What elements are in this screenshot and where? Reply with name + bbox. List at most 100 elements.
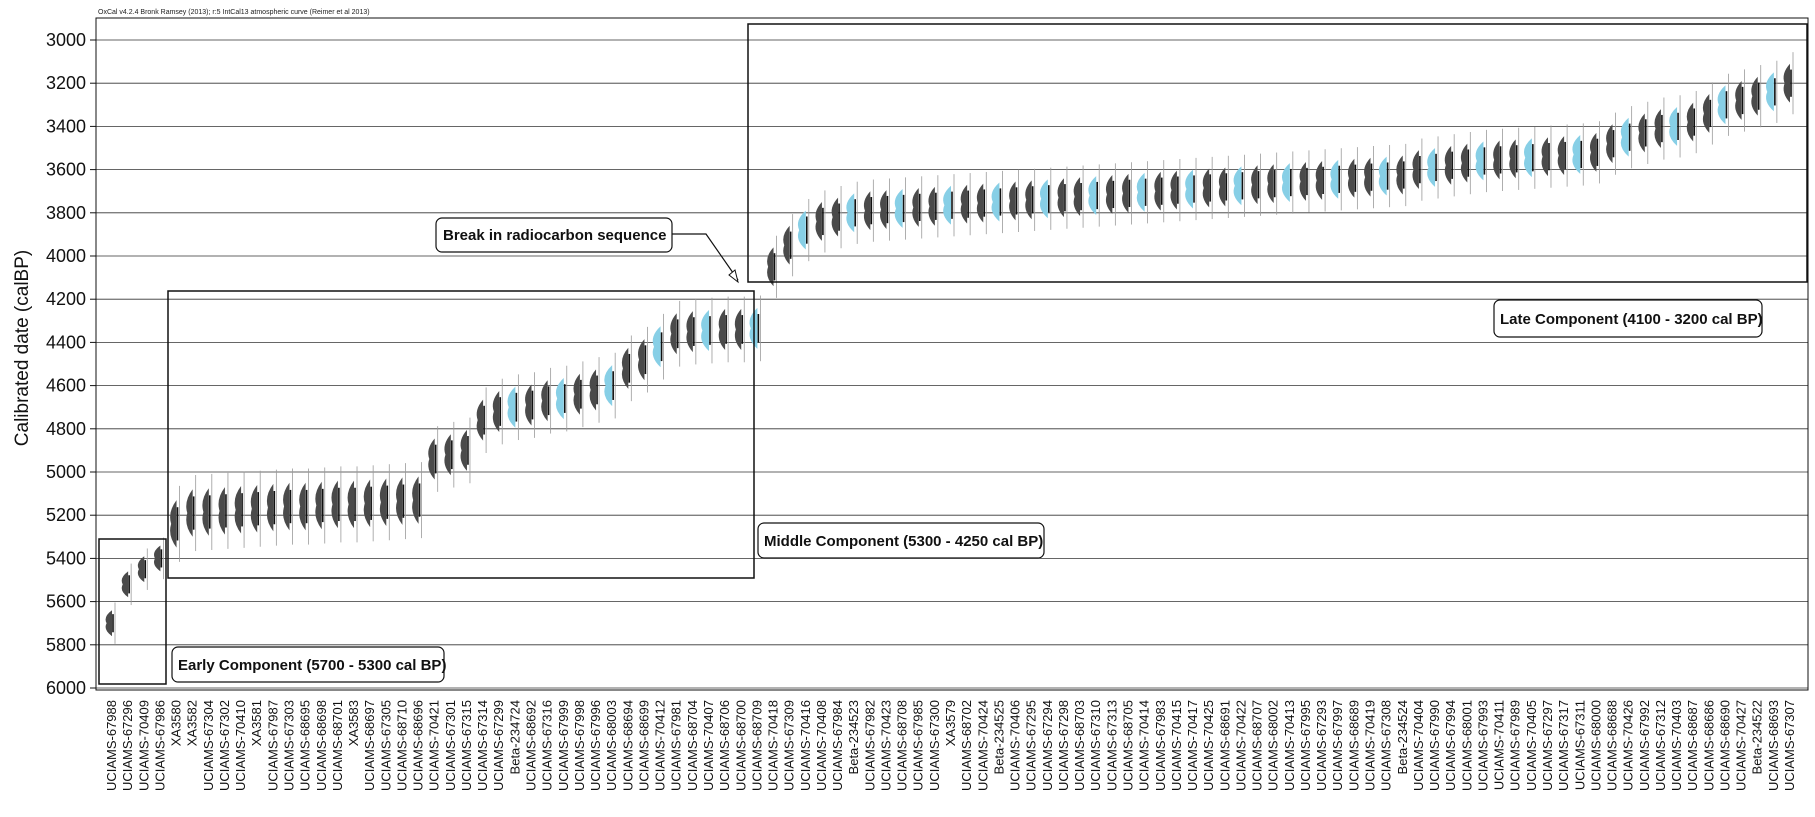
probability-distribution <box>1557 136 1565 175</box>
x-tick-label: UCIAMS-68706 <box>717 700 732 791</box>
x-tick-label: UCIAMS-67309 <box>782 700 797 791</box>
x-tick-label: UCIAMS-67981 <box>669 700 684 791</box>
probability-distribution <box>701 310 709 352</box>
x-tick-label: UCIAMS-68700 <box>733 700 748 791</box>
probability-distribution <box>1378 156 1387 196</box>
x-tick-label: UCIAMS-70419 <box>1363 700 1378 791</box>
probability-distribution <box>686 311 693 353</box>
plot-frame <box>95 17 1809 691</box>
probability-distribution <box>928 186 935 226</box>
y-tick-label: 4400 <box>46 332 86 352</box>
x-tick-label: UCIAMS-70427 <box>1734 700 1749 791</box>
probability-distribution <box>1347 158 1355 198</box>
x-tick-label: UCIAMS-68692 <box>524 700 539 791</box>
probability-distribution <box>525 384 532 426</box>
x-tick-label: UCIAMS-68690 <box>1717 700 1732 791</box>
x-tick-label: UCIAMS-67298 <box>1056 700 1071 791</box>
x-tick-label: UCIAMS-70424 <box>975 700 990 791</box>
x-tick-label: UCIAMS-70426 <box>1621 700 1636 791</box>
x-tick-label: XA3582 <box>185 700 200 746</box>
x-tick-label: UCIAMS-70421 <box>427 700 442 791</box>
probability-distribution <box>621 347 629 389</box>
x-tick-label: UCIAMS-67994 <box>1443 700 1458 791</box>
x-tick-label: UCIAMS-70403 <box>1669 700 1684 791</box>
probability-distribution <box>476 399 484 441</box>
y-tick-label: 5800 <box>46 635 86 655</box>
x-tick-label: UCIAMS-70416 <box>798 700 813 791</box>
x-tick-label: UCIAMS-68702 <box>959 700 974 791</box>
x-tick-label: UCIAMS-68001 <box>1459 700 1474 791</box>
probability-distribution <box>1444 145 1452 185</box>
x-tick-label: UCIAMS-67294 <box>1040 700 1055 791</box>
probability-distribution <box>1523 138 1532 178</box>
x-tick-label: UCIAMS-67308 <box>1379 700 1394 791</box>
x-tick-label: UCIAMS-68696 <box>411 700 426 791</box>
x-tick-label: UCIAMS-70418 <box>766 700 781 791</box>
probability-distribution <box>299 482 306 531</box>
x-tick-label: UCIAMS-68003 <box>604 700 619 791</box>
x-tick-label: UCIAMS-68699 <box>636 700 651 791</box>
x-tick-label: UCIAMS-67989 <box>1508 700 1523 791</box>
x-tick-label: UCIAMS-70406 <box>1008 700 1023 791</box>
x-tick-label: UCIAMS-67999 <box>556 700 571 791</box>
x-tick-label: UCIAMS-70409 <box>136 700 151 791</box>
probability-distribution <box>846 193 855 233</box>
x-tick-label: UCIAMS-70422 <box>1233 700 1248 791</box>
probability-distribution <box>555 378 564 420</box>
x-tick-label: UCIAMS-68689 <box>1346 700 1361 791</box>
probability-distribution <box>218 487 225 535</box>
probability-distribution <box>379 478 387 526</box>
probability-distribution <box>1281 163 1290 202</box>
y-axis-label: Calibrated date (calBP) <box>12 250 33 446</box>
probability-distribution <box>266 483 274 532</box>
x-tick-label: UCIAMS-67304 <box>201 700 216 791</box>
probability-distribution <box>1267 164 1274 204</box>
break-annotation: Break in radiocarbon sequence <box>435 217 739 284</box>
probability-distribution <box>880 190 887 229</box>
x-tick-label: XA3583 <box>346 700 361 746</box>
probability-distribution <box>1233 166 1242 206</box>
probability-distribution <box>363 479 371 528</box>
probability-distribution <box>1364 157 1371 197</box>
probability-distribution <box>1088 176 1097 215</box>
probability-distribution <box>604 365 613 407</box>
late-component-box <box>747 23 1808 283</box>
x-tick-label: XA3579 <box>943 700 958 746</box>
probability-distribution <box>1460 143 1468 183</box>
probability-distribution <box>1686 102 1694 142</box>
x-tick-label: UCIAMS-67990 <box>1427 700 1442 791</box>
y-tick-label: 5600 <box>46 592 86 612</box>
x-tick-label: UCIAMS-67984 <box>830 700 845 791</box>
probability-distribution <box>573 373 580 415</box>
probability-distribution <box>1105 175 1113 214</box>
grid-lines <box>90 17 1809 691</box>
x-tick-label: UCIAMS-67986 <box>152 700 167 791</box>
probability-distribution <box>943 185 951 225</box>
x-tick-label: XA3581 <box>249 700 264 746</box>
x-tick-label: UCIAMS-68002 <box>1266 700 1281 791</box>
break-arrow <box>672 233 739 281</box>
y-tick-label: 3200 <box>46 73 86 93</box>
y-tick-label: 5000 <box>46 462 86 482</box>
probability-distribution <box>1412 150 1419 190</box>
probability-distribution <box>767 247 774 287</box>
probability-distribution <box>1702 94 1710 133</box>
probability-distribution <box>1039 179 1048 219</box>
probability-distribution <box>1154 171 1161 211</box>
x-tick-label: UCIAMS-68707 <box>1250 700 1265 791</box>
range-lines <box>114 52 1794 644</box>
x-tick-label: UCIAMS-67313 <box>1104 700 1119 791</box>
y-tick-label: 5400 <box>46 548 86 568</box>
x-tick-label: UCIAMS-68703 <box>1072 700 1087 791</box>
probability-distribution <box>1315 160 1323 200</box>
probability-distribution <box>1073 177 1081 217</box>
x-tick-label: UCIAMS-68694 <box>620 700 635 791</box>
probability-distribution <box>1735 81 1742 120</box>
probability-distribution <box>1427 148 1436 187</box>
y-tick-label: 4600 <box>46 376 86 396</box>
x-tick-label: UCIAMS-67310 <box>1088 700 1103 791</box>
x-tick-label: UCIAMS-67315 <box>459 700 474 791</box>
probability-distribution <box>1057 178 1064 218</box>
x-tick-label: Beta-234524 <box>1395 700 1410 774</box>
